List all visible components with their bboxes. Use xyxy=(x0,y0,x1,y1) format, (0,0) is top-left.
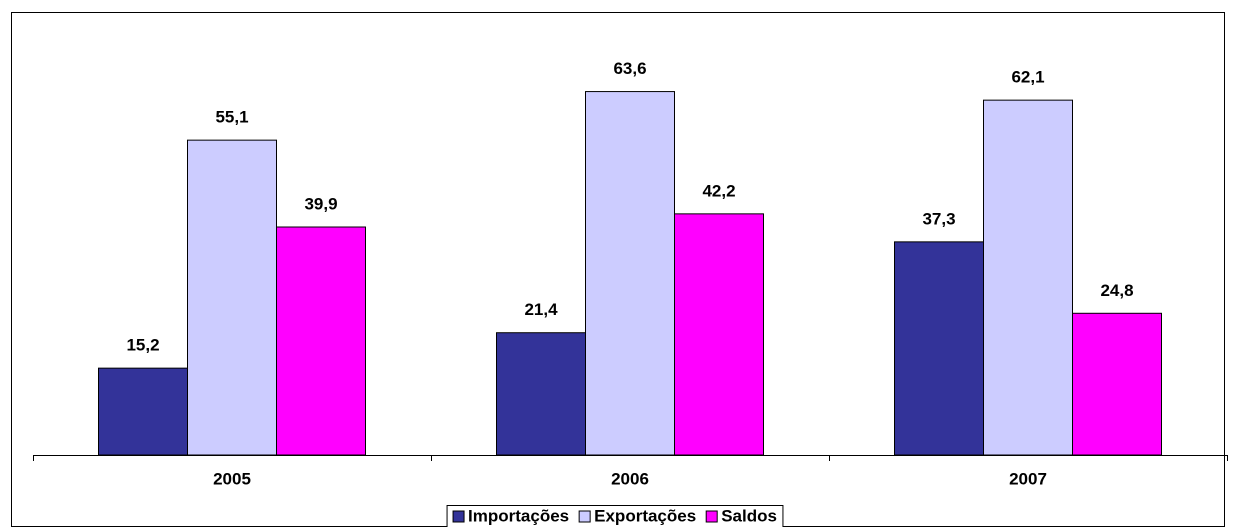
bar xyxy=(674,213,764,456)
legend-label: Exportações xyxy=(594,506,696,525)
x-tick-label: 2006 xyxy=(611,469,649,488)
bar xyxy=(585,91,675,456)
legend-label: Importações xyxy=(468,506,569,525)
value-label: 62,1 xyxy=(1011,68,1044,87)
value-label: 21,4 xyxy=(524,300,558,319)
bar xyxy=(983,99,1073,456)
legend-marker xyxy=(578,510,591,523)
value-label: 24,8 xyxy=(1100,281,1133,300)
value-label: 39,9 xyxy=(304,194,337,213)
value-label: 15,2 xyxy=(126,336,159,355)
bar xyxy=(1072,312,1162,456)
x-tick-label: 2005 xyxy=(213,469,251,488)
value-label: 42,2 xyxy=(702,181,735,200)
bar xyxy=(98,367,188,456)
value-label: 37,3 xyxy=(922,209,955,228)
bar xyxy=(894,241,984,456)
value-label: 63,6 xyxy=(613,59,646,78)
legend-marker xyxy=(452,510,465,523)
bar xyxy=(276,226,366,456)
legend-marker xyxy=(705,510,718,523)
value-label: 55,1 xyxy=(215,108,248,127)
legend-label: Saldos xyxy=(721,506,777,525)
bar xyxy=(187,139,277,456)
x-tick-label: 2007 xyxy=(1009,469,1047,488)
bar xyxy=(496,332,586,456)
